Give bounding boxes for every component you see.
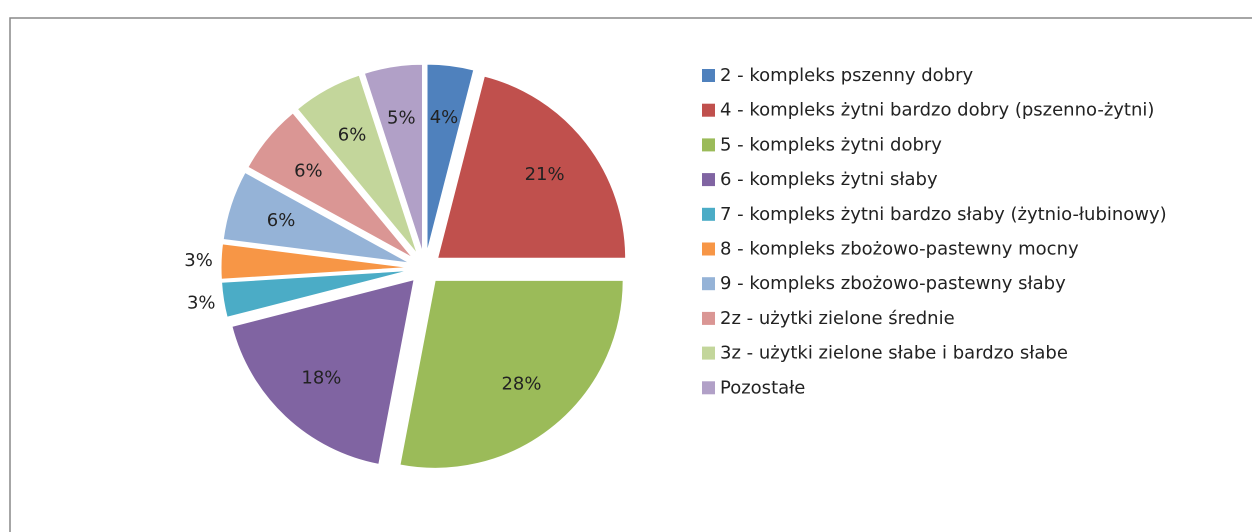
legend-swatch <box>702 277 715 291</box>
chart-frame <box>9 17 1252 532</box>
legend-swatch <box>702 173 715 187</box>
pie-slice <box>247 112 414 259</box>
pie-slice <box>231 278 415 465</box>
data-label: 21% <box>525 164 565 185</box>
legend-label: 6 - kompleks żytni słaby <box>720 169 938 190</box>
legend-label: 3z - użytki zielone słabe i bardzo słabe <box>720 343 1068 364</box>
pie-slice <box>363 63 423 253</box>
pie-slice <box>222 171 411 264</box>
legend-swatch <box>702 346 715 360</box>
pie-slice <box>426 63 475 253</box>
legend-swatch <box>702 381 715 395</box>
legend-label: Pozostałe <box>720 377 805 398</box>
data-label: 6% <box>267 210 296 231</box>
legend-label: 2 - kompleks pszenny dobry <box>720 65 974 86</box>
pie-slice <box>399 279 624 469</box>
pie-slice <box>221 270 410 318</box>
data-label: 6% <box>338 124 367 145</box>
data-label: 3% <box>187 292 216 313</box>
legend-swatch <box>702 103 715 117</box>
legend-swatch <box>702 207 715 221</box>
data-label: 4% <box>430 107 459 128</box>
legend-label: 4 - kompleks żytni bardzo dobry (pszenno… <box>720 100 1154 121</box>
legend-swatch <box>702 69 715 82</box>
data-label: 18% <box>301 367 341 388</box>
pie-slice <box>296 74 418 255</box>
legend-swatch <box>702 138 715 152</box>
legend-label: 7 - kompleks żytni bardzo słaby (żytnio-… <box>720 204 1167 225</box>
data-label: 28% <box>501 374 541 395</box>
pie-slice <box>220 243 410 280</box>
data-label: 5% <box>387 108 416 129</box>
legend-swatch <box>702 311 715 325</box>
data-label: 3% <box>184 250 213 271</box>
legend-label: 2z - użytki zielone średnie <box>720 308 955 329</box>
pie-slice <box>436 75 627 259</box>
legend-label: 5 - kompleks żytni dobry <box>720 134 942 155</box>
legend-label: 9 - kompleks zbożowo-pastewny słaby <box>720 273 1066 294</box>
data-label: 6% <box>294 161 323 182</box>
legend-swatch <box>702 242 715 256</box>
legend-label: 8 - kompleks zbożowo-pastewny mocny <box>720 239 1079 260</box>
